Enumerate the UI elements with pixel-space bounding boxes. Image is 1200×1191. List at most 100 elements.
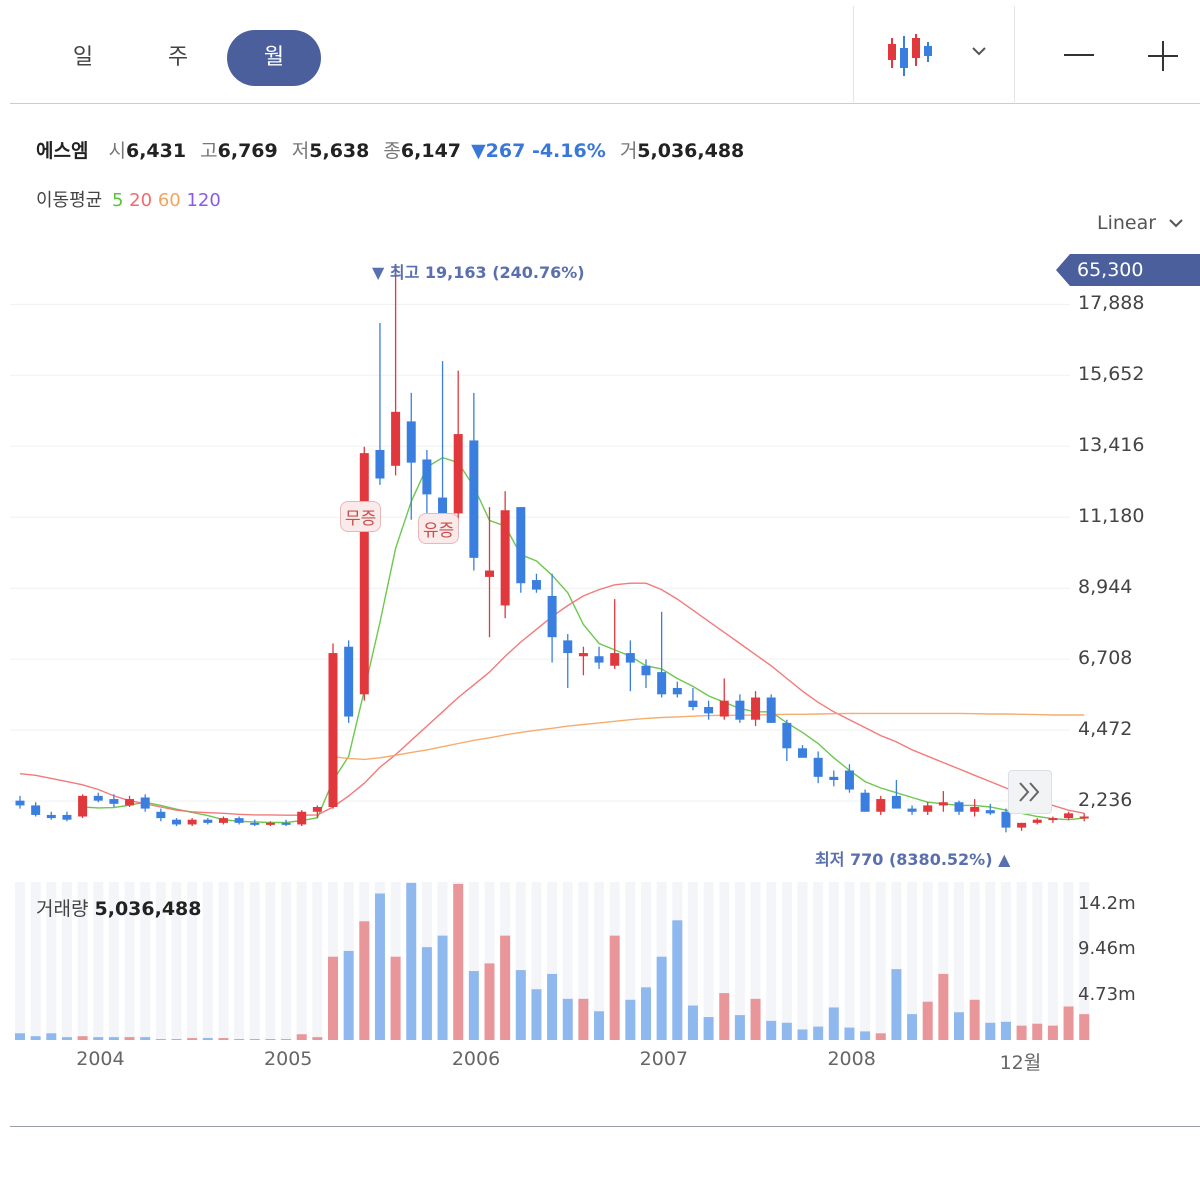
tab-daily[interactable]: 일 <box>72 45 94 70</box>
volume-bar <box>249 1039 260 1040</box>
volume-value: 5,036,488 <box>637 140 745 162</box>
stock-name: 에스엠 <box>36 140 89 162</box>
candle-body <box>751 697 761 720</box>
volume-bg-stripe <box>860 882 871 1040</box>
volume-bg-stripe <box>140 882 151 1040</box>
volume-bg-stripe <box>734 882 745 1040</box>
volume-bar <box>703 1017 714 1040</box>
scale-label: Linear <box>1097 212 1157 234</box>
volume-bar <box>77 1036 88 1040</box>
toolbar-divider <box>10 103 1200 104</box>
scroll-to-latest-button[interactable] <box>1008 770 1052 814</box>
volume-bg-stripe <box>703 882 714 1040</box>
ma-20-label[interactable]: 20 <box>129 190 153 211</box>
candle-body <box>672 687 682 695</box>
volume-bg-stripe <box>750 882 761 1040</box>
volume-bar <box>281 1039 292 1040</box>
volume-bar <box>124 1037 135 1040</box>
candle-body <box>31 805 41 815</box>
volume-bar <box>468 971 479 1040</box>
candle-body <box>125 799 135 806</box>
ma-5-label[interactable]: 5 <box>111 190 124 211</box>
volume-bar <box>672 920 683 1040</box>
volume-bar <box>766 1020 777 1040</box>
volume-bar <box>93 1037 104 1040</box>
candle-body <box>1017 822 1027 828</box>
ma-60-label[interactable]: 60 <box>157 190 181 211</box>
bonus-issue-marker[interactable]: 무증 <box>340 501 382 532</box>
chevron-down-icon[interactable] <box>970 44 988 58</box>
candle-body <box>704 707 714 714</box>
volume-bg-stripe <box>15 882 25 1040</box>
volume-bar <box>828 1007 839 1040</box>
volume-bg-stripe <box>781 882 792 1040</box>
volume-bg-stripe <box>907 882 918 1040</box>
volume-bar <box>406 882 417 1040</box>
volume-bar <box>985 1022 996 1040</box>
volume-tick-label: 14.2m <box>1078 893 1136 915</box>
candle-body <box>312 806 322 812</box>
ma-120-label[interactable]: 120 <box>186 190 221 211</box>
candle-body <box>860 792 870 812</box>
candle-body <box>62 814 72 820</box>
volume-bar <box>1063 1006 1074 1040</box>
minus-icon[interactable] <box>1062 40 1096 70</box>
moving-average-60-line <box>332 712 1085 761</box>
tab-weekly[interactable]: 주 <box>167 45 189 70</box>
candle-body <box>140 797 150 809</box>
y-tick-label: 2,236 <box>1078 789 1133 812</box>
volume-bar <box>1000 1021 1011 1040</box>
volume-bar <box>531 989 542 1040</box>
candle-body <box>844 770 854 790</box>
volume-bg-stripe <box>218 882 229 1040</box>
volume-bar <box>969 999 980 1040</box>
candle-body <box>688 700 698 708</box>
volume-bg-stripe <box>797 882 808 1040</box>
y-tick-label: 13,416 <box>1078 434 1145 457</box>
candle-body <box>218 818 228 823</box>
volume-bar <box>187 1038 198 1040</box>
volume-bar <box>140 1037 151 1040</box>
volume-bar <box>515 970 526 1040</box>
candle-body <box>938 802 948 806</box>
candle-body <box>876 799 886 812</box>
candle-body <box>547 595 557 638</box>
plus-icon[interactable] <box>1146 40 1180 72</box>
candle-body <box>485 570 494 577</box>
volume-bar <box>359 921 370 1040</box>
candle-body <box>1064 813 1074 819</box>
tab-monthly[interactable]: 월 <box>227 30 321 86</box>
candle-body <box>375 449 385 479</box>
x-tick-label: 2006 <box>451 1048 501 1070</box>
ma-label: 이동평균 <box>36 190 103 211</box>
rights-issue-marker[interactable]: 유증 <box>418 513 460 544</box>
candle-body <box>719 700 729 717</box>
candlestick-icon[interactable] <box>885 32 935 80</box>
candle-body <box>203 819 213 823</box>
volume-bar <box>719 993 730 1040</box>
scale-selector[interactable]: Linear <box>1097 212 1184 234</box>
moving-average-5-line <box>82 456 1085 824</box>
chevron-down-icon <box>1169 219 1183 228</box>
candle-body <box>250 822 260 825</box>
double-chevron-right-icon <box>1019 782 1040 802</box>
candle-body <box>516 507 526 584</box>
candle-body <box>923 805 933 812</box>
candle-body <box>735 700 745 720</box>
candle-body <box>954 802 964 812</box>
high-value: 6,769 <box>217 140 278 162</box>
candle-body <box>1001 811 1011 828</box>
candle-body <box>406 421 416 463</box>
candle-body <box>78 795 88 817</box>
volume-bg-stripe <box>202 882 213 1040</box>
x-tick-label: 2005 <box>264 1048 313 1070</box>
volume-bar <box>296 1034 307 1040</box>
volume-panel-label: 거래량 5,036,488 <box>36 894 201 921</box>
volume-bg-stripe <box>687 882 698 1040</box>
volume-bar <box>234 1039 245 1040</box>
candle-body <box>469 440 479 558</box>
volume-bg-stripe <box>938 882 949 1040</box>
moving-average-legend: 이동평균 5 20 60 120 <box>36 186 221 212</box>
volume-bar <box>312 1037 323 1040</box>
volume-bg-stripe <box>875 882 886 1040</box>
